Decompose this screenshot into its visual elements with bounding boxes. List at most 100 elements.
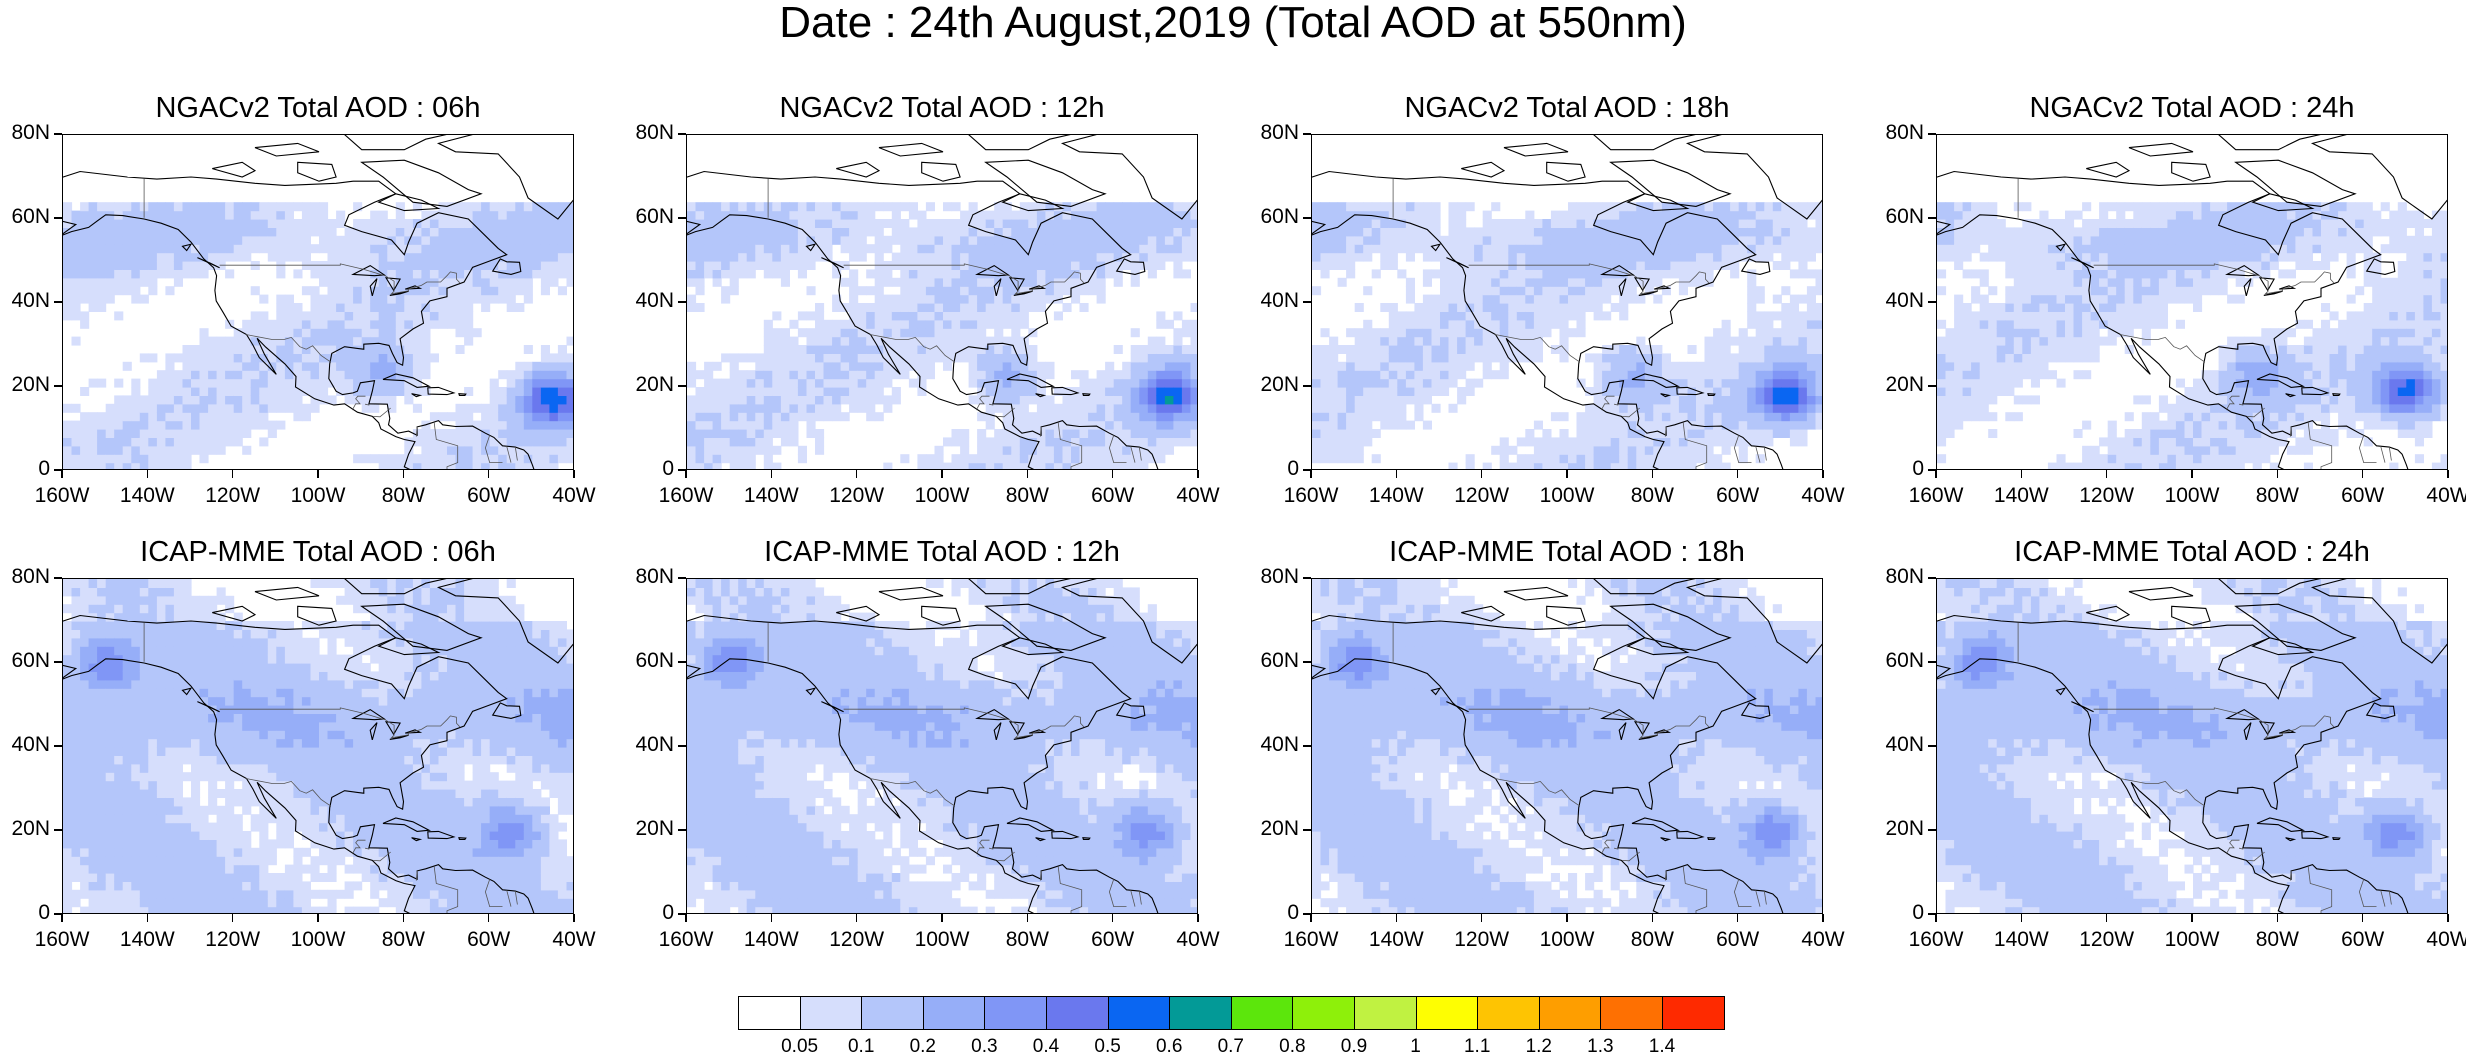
aod-cell xyxy=(1011,437,1020,446)
aod-cell xyxy=(764,261,773,270)
aod-cell xyxy=(1670,404,1679,413)
aod-cell xyxy=(515,253,524,262)
aod-cell xyxy=(2176,269,2185,278)
aod-cell xyxy=(1670,253,1679,262)
aod-cell xyxy=(960,253,969,262)
aod-cell xyxy=(824,379,833,388)
coastline-polygon xyxy=(1504,143,1568,156)
aod-cell xyxy=(789,379,798,388)
aod-cell xyxy=(1611,278,1620,287)
aod-cell xyxy=(541,261,550,270)
aod-cell xyxy=(430,437,439,446)
aod-cell xyxy=(276,303,285,312)
aod-cell xyxy=(858,202,867,211)
aod-cell xyxy=(1355,446,1364,455)
aod-cell xyxy=(1329,412,1338,421)
aod-cell xyxy=(191,446,200,455)
aod-cell xyxy=(293,227,302,236)
aod-cell xyxy=(1165,353,1174,362)
x-tick-label: 120W xyxy=(1442,484,1522,508)
aod-cell xyxy=(1577,227,1586,236)
aod-cell xyxy=(866,379,875,388)
aod-cell xyxy=(1542,311,1551,320)
aod-cell xyxy=(977,286,986,295)
aod-cell xyxy=(1688,261,1697,270)
aod-cell xyxy=(490,412,499,421)
aod-cell xyxy=(319,227,328,236)
aod-cell xyxy=(421,353,430,362)
aod-cell xyxy=(704,387,713,396)
aod-cell xyxy=(943,311,952,320)
aod-cell xyxy=(721,429,730,438)
aod-cell xyxy=(781,379,790,388)
aod-cell xyxy=(558,353,567,362)
aod-cell xyxy=(123,454,132,463)
aod-cell xyxy=(165,202,174,211)
aod-cell xyxy=(1011,446,1020,455)
aod-cell xyxy=(2074,227,2083,236)
aod-cell xyxy=(1790,269,1799,278)
aod-cell xyxy=(1156,219,1165,228)
aod-cell xyxy=(2065,295,2074,304)
aod-cell xyxy=(345,353,354,362)
aod-cell xyxy=(1080,227,1089,236)
aod-cell xyxy=(285,219,294,228)
aod-cell xyxy=(2150,211,2159,220)
aod-cell xyxy=(1011,395,1020,404)
aod-cell xyxy=(1020,395,1029,404)
aod-cell xyxy=(1619,429,1628,438)
aod-cell xyxy=(524,261,533,270)
aod-cell xyxy=(900,244,909,253)
aod-cell xyxy=(1338,362,1347,371)
aod-cell xyxy=(2091,278,2100,287)
aod-cell xyxy=(2005,303,2014,312)
aod-cell xyxy=(183,211,192,220)
aod-cell xyxy=(764,337,773,346)
aod-cell xyxy=(1474,353,1483,362)
aod-cell xyxy=(541,269,550,278)
aod-cell xyxy=(1321,202,1330,211)
aod-cell xyxy=(1798,437,1807,446)
aod-cell xyxy=(1577,320,1586,329)
aod-cell xyxy=(1346,429,1355,438)
aod-cell xyxy=(1148,261,1157,270)
aod-cell xyxy=(430,261,439,270)
aod-cell xyxy=(421,261,430,270)
aod-cell xyxy=(311,404,320,413)
aod-cell xyxy=(1971,379,1980,388)
aod-cell xyxy=(772,446,781,455)
aod-cell xyxy=(1338,202,1347,211)
aod-cell xyxy=(345,379,354,388)
aod-cell xyxy=(80,253,89,262)
aod-cell xyxy=(1705,202,1714,211)
aod-cell xyxy=(1636,219,1645,228)
aod-cell xyxy=(1980,362,1989,371)
aod-cell xyxy=(1011,295,1020,304)
aod-cell xyxy=(1329,211,1338,220)
aod-cell xyxy=(1097,227,1106,236)
aod-cell xyxy=(815,387,824,396)
aod-cell xyxy=(952,278,961,287)
aod-cell xyxy=(2108,437,2117,446)
aod-cell xyxy=(1525,303,1534,312)
aod-cell xyxy=(2159,211,2168,220)
aod-cell xyxy=(421,463,430,470)
aod-cell xyxy=(1071,295,1080,304)
aod-cell xyxy=(986,353,995,362)
aod-cell xyxy=(1798,244,1807,253)
aod-cell xyxy=(430,311,439,320)
aod-cell xyxy=(80,261,89,270)
aod-cell xyxy=(789,362,798,371)
aod-cell xyxy=(1628,261,1637,270)
aod-cell xyxy=(225,353,234,362)
aod-cell xyxy=(1594,454,1603,463)
aod-cell xyxy=(832,227,841,236)
aod-cell xyxy=(191,211,200,220)
aod-cell xyxy=(285,328,294,337)
aod-cell xyxy=(311,303,320,312)
aod-cell xyxy=(1980,219,1989,228)
aod-cell xyxy=(1173,379,1182,388)
aod-cell xyxy=(858,387,867,396)
aod-cell xyxy=(824,353,833,362)
aod-cell xyxy=(1551,286,1560,295)
